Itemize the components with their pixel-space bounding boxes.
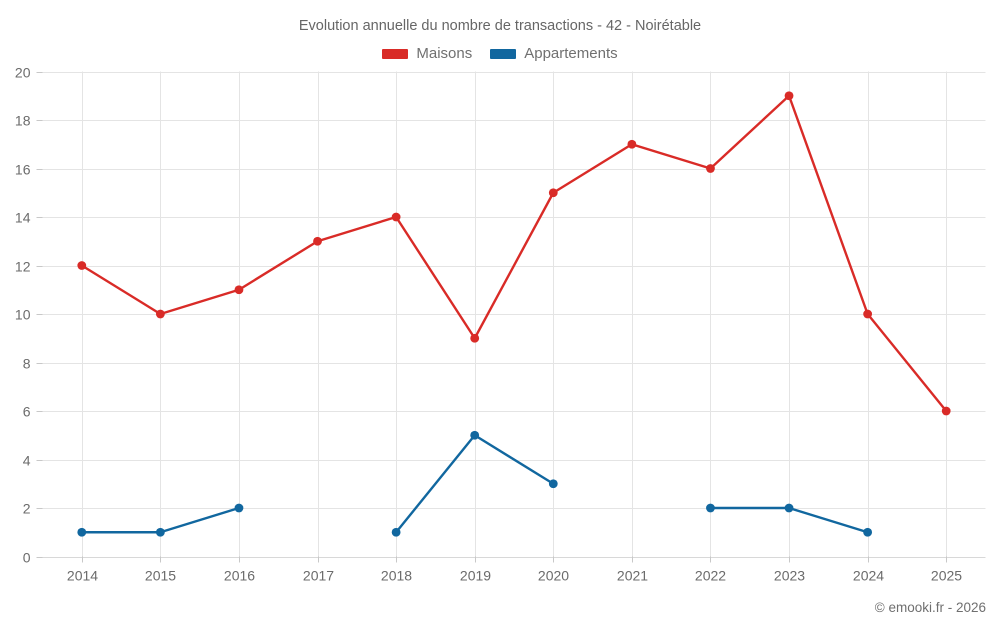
y-tick-label-10: 10 — [15, 307, 31, 323]
x-tick-label-2014: 2014 — [67, 568, 98, 584]
legend-swatch-maisons — [382, 48, 409, 59]
datapoint-appartements-2019[interactable] — [470, 430, 480, 440]
x-tick-label-2022: 2022 — [695, 568, 726, 584]
datapoint-appartements-2014[interactable] — [77, 527, 87, 537]
y-tick-label-6: 6 — [23, 404, 31, 420]
series-appartements — [77, 430, 873, 537]
data-series — [77, 91, 951, 537]
series-maisons — [77, 91, 951, 416]
x-tick-label-2016: 2016 — [224, 568, 255, 584]
y-tick-label-14: 14 — [15, 210, 31, 226]
x-tick-label-2024: 2024 — [853, 568, 884, 584]
gridlines — [42, 71, 986, 558]
datapoint-maisons-2020[interactable] — [548, 188, 558, 198]
datapoint-appartements-2016[interactable] — [234, 503, 244, 513]
series-line-maisons — [80, 94, 948, 413]
x-tick-label-2019: 2019 — [460, 568, 491, 584]
x-tick-label-2015: 2015 — [145, 568, 176, 584]
y-tick-label-12: 12 — [15, 259, 31, 275]
x-tick-label-2025: 2025 — [931, 568, 962, 584]
legend-item-appartements[interactable]: Appartements — [490, 45, 618, 62]
datapoint-maisons-2023[interactable] — [784, 91, 794, 101]
y-tick-label-0: 0 — [23, 550, 31, 566]
y-tick-label-20: 20 — [15, 65, 31, 81]
credit-text: © emooki.fr - 2026 — [874, 600, 986, 615]
y-tick-label-2: 2 — [23, 501, 31, 517]
datapoint-maisons-2024[interactable] — [863, 309, 873, 319]
datapoint-maisons-2025[interactable] — [941, 406, 951, 416]
datapoint-appartements-2018[interactable] — [391, 527, 401, 537]
datapoint-appartements-2015[interactable] — [155, 527, 165, 537]
legend-label-maisons: Maisons — [416, 45, 473, 62]
axis-ticks — [36, 72, 947, 563]
x-tick-label-2020: 2020 — [538, 568, 569, 584]
x-tick-label-2021: 2021 — [617, 568, 648, 584]
x-tick-label-2023: 2023 — [774, 568, 805, 584]
datapoint-appartements-2020[interactable] — [548, 479, 558, 489]
datapoint-maisons-2014[interactable] — [77, 261, 87, 270]
x-tick-label-2017: 2017 — [303, 568, 334, 584]
datapoint-appartements-2024[interactable] — [863, 527, 873, 537]
y-tick-label-8: 8 — [23, 356, 31, 372]
legend-swatch-appartements — [490, 48, 517, 59]
legend-label-appartements: Appartements — [524, 45, 618, 62]
datapoint-appartements-2023[interactable] — [784, 503, 794, 513]
y-tick-label-18: 18 — [15, 113, 31, 129]
series-line-appartements — [394, 434, 555, 534]
legend-item-maisons[interactable]: Maisons — [382, 45, 472, 62]
chart-title: Evolution annuelle du nombre de transact… — [298, 18, 702, 34]
datapoint-maisons-2021[interactable] — [627, 139, 637, 149]
datapoint-maisons-2019[interactable] — [470, 333, 480, 343]
datapoint-maisons-2015[interactable] — [155, 309, 165, 319]
chart-legend: Maisons Appartements — [0, 45, 1000, 62]
y-tick-label-16: 16 — [15, 162, 31, 178]
x-axis-labels: 2014 2015 2016 2017 2018 2019 2020 2021 2022 2023… — [67, 568, 962, 584]
datapoint-maisons-2022[interactable] — [706, 164, 715, 173]
datapoint-maisons-2017[interactable] — [313, 236, 322, 246]
y-axis-labels: 0 2 4 6 8 10 12 14 16 18 20 — [15, 65, 31, 566]
y-tick-label-4: 4 — [23, 453, 31, 469]
datapoint-appartements-2022[interactable] — [706, 503, 715, 513]
x-tick-label-2018: 2018 — [381, 568, 412, 584]
datapoint-maisons-2018[interactable] — [391, 212, 401, 222]
datapoint-maisons-2016[interactable] — [234, 285, 244, 295]
